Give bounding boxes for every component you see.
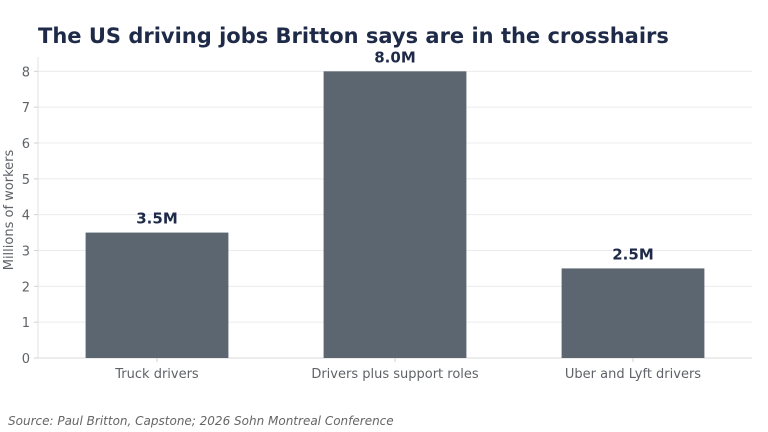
source-note: Source: Paul Britton, Capstone; 2026 Soh… (8, 414, 394, 428)
y-tick-label: 4 (22, 209, 30, 224)
y-tick-label: 6 (22, 137, 30, 152)
x-tick-label: Uber and Lyft drivers (565, 367, 701, 382)
data-label: 8.0M (374, 48, 416, 66)
chart-title: The US driving jobs Britton says are in … (38, 24, 669, 48)
y-tick-label: 5 (22, 173, 30, 188)
data-label: 2.5M (612, 245, 654, 263)
data-label: 3.5M (136, 210, 178, 228)
x-tick-label: Drivers plus support roles (311, 367, 479, 382)
y-tick-label: 2 (22, 280, 30, 295)
y-tick-label: 1 (22, 316, 30, 331)
bar (561, 268, 705, 358)
label-layer: Truck drivers 3.5M Drivers plus support ro… (114, 48, 701, 382)
bar-layer (85, 71, 705, 358)
bar (323, 71, 467, 358)
y-axis-title: Millions of workers (2, 150, 17, 271)
bar (85, 232, 229, 358)
y-tick-label: 0 (22, 352, 30, 367)
x-tick-label: Truck drivers (114, 367, 199, 382)
y-tick-label: 3 (22, 245, 30, 260)
y-tick-label: 8 (22, 65, 30, 80)
y-tick-label: 7 (22, 101, 30, 116)
